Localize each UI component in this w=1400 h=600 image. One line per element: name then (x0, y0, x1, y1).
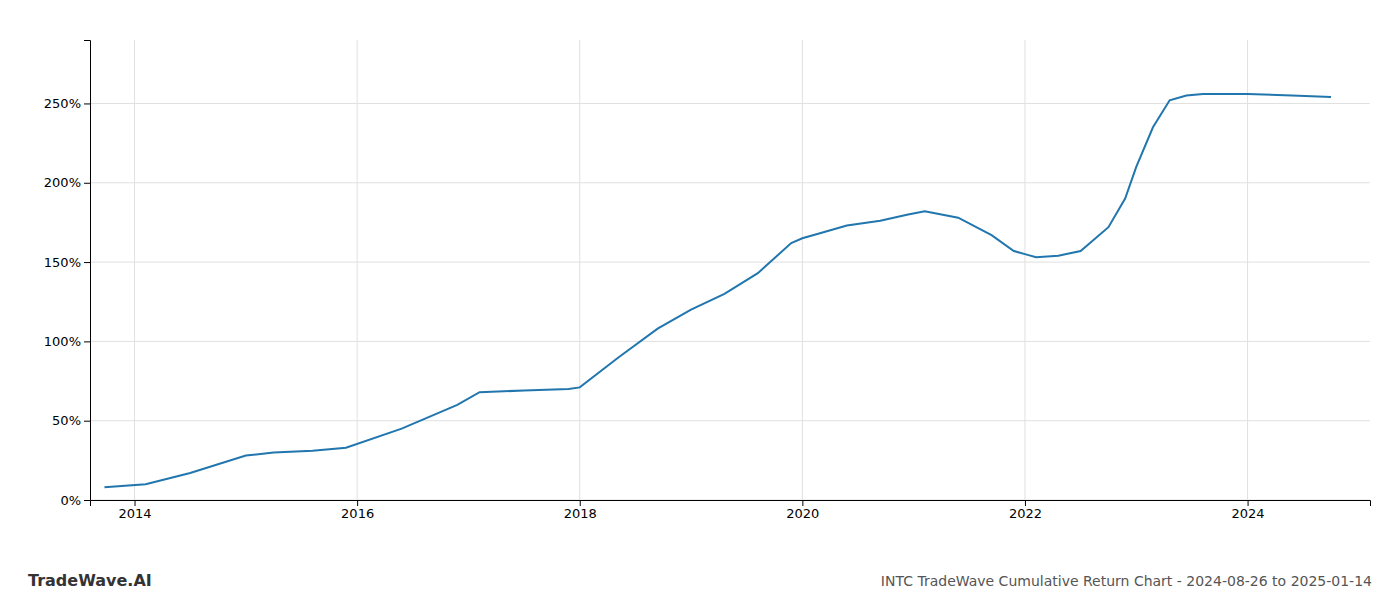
grid-line (90, 103, 1370, 104)
grid-line (579, 40, 580, 500)
grid-line (90, 262, 1370, 263)
y-axis: 0% 50% 100% 150% 200% 250% (44, 41, 91, 508)
grid (90, 40, 1370, 500)
tick: 2018 (564, 500, 597, 521)
tick: 2020 (786, 500, 819, 521)
title: INTC TradeWave Cumulative Return Chart -… (881, 573, 1372, 589)
tick-label: 2018 (564, 506, 597, 521)
grid-line (357, 40, 358, 500)
tick-mark (84, 183, 90, 184)
tick-label: 0% (60, 493, 81, 508)
tick: 2024 (1232, 500, 1265, 521)
grid-line (90, 341, 1370, 342)
line (104, 94, 1331, 487)
tick-mark (84, 103, 90, 104)
tick: 150% (44, 255, 90, 270)
tick: 250% (44, 96, 90, 111)
grid-line (1024, 40, 1025, 500)
tick-label: 2022 (1009, 506, 1042, 521)
chart: 2014 2016 2018 2020 2022 2024 0% 50% 100% 150% 200… (0, 0, 1400, 600)
tick-label: 2014 (118, 506, 151, 521)
tick: 2014 (118, 500, 151, 521)
tick-mark (135, 500, 136, 506)
axis-line (91, 501, 1371, 507)
grid-line (90, 420, 1370, 421)
tick-label: 150% (44, 255, 81, 270)
tick-mark (84, 421, 90, 422)
grid-line (90, 182, 1370, 183)
marks (104, 94, 1331, 487)
tick-label: 2020 (786, 506, 819, 521)
tick-mark (580, 500, 581, 506)
x-axis: 2014 2016 2018 2020 2022 2024 (91, 500, 1371, 521)
tick-mark (84, 341, 90, 342)
grid-line (1247, 40, 1248, 500)
tick-mark (357, 500, 358, 506)
grid-line (134, 40, 135, 500)
tick: 2016 (341, 500, 374, 521)
tick-mark (84, 262, 90, 263)
tick: 200% (44, 175, 90, 190)
tick-label: 50% (52, 413, 81, 428)
plot: 2014 2016 2018 2020 2022 2024 0% 50% 100% 150% 200… (44, 40, 1371, 521)
tick: 2022 (1009, 500, 1042, 521)
tick-label: 2016 (341, 506, 374, 521)
tick-label: 100% (44, 334, 81, 349)
tick-mark (1248, 500, 1249, 506)
tick: 0% (60, 493, 90, 508)
grid-line (802, 40, 803, 500)
annotation: TradeWave.AI (28, 571, 152, 590)
tick: 100% (44, 334, 90, 349)
tick-label: 200% (44, 175, 81, 190)
tick-label: 2024 (1232, 506, 1265, 521)
tick-mark (1025, 500, 1026, 506)
tick-mark (84, 500, 90, 501)
tick-label: 250% (44, 96, 81, 111)
axis-line (84, 41, 91, 501)
tick: 50% (52, 413, 90, 428)
tick-mark (802, 500, 803, 506)
